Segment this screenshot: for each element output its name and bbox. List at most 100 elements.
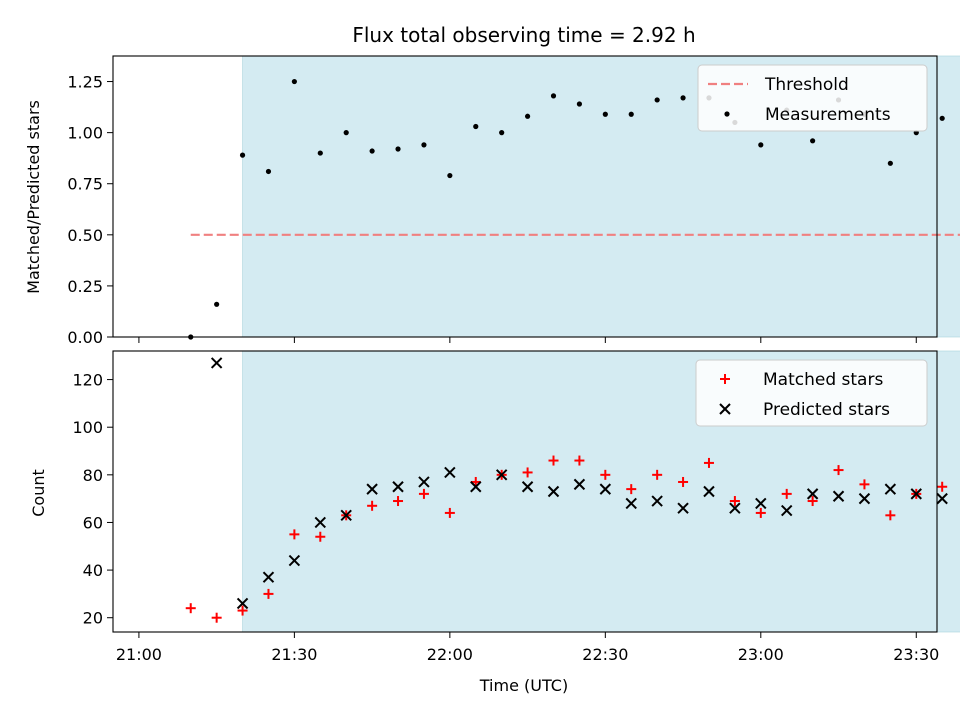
legend-label: Matched stars [763, 370, 883, 390]
time-x-axis-label: Time (UTC) [479, 676, 568, 695]
matched-stars-point [885, 510, 896, 521]
matched-stars-point [263, 588, 274, 599]
matched-stars-point [237, 605, 248, 616]
x-stroke-b [288, 554, 301, 567]
measurement-point [758, 142, 764, 148]
x-stroke-b [625, 497, 637, 510]
x-stroke-b [340, 509, 352, 522]
matched-stars-point [600, 469, 611, 480]
matched-stars-point [315, 531, 326, 542]
matched-stars-point [211, 612, 222, 623]
y-tick-label: 100 [72, 418, 103, 437]
y-tick-label: 80 [83, 466, 103, 485]
measurement-point [343, 130, 349, 136]
predicted-stars-point [340, 509, 352, 522]
matched-stars-point [393, 496, 404, 507]
y-tick-label: 0.00 [67, 328, 103, 347]
x-stroke-b [236, 597, 249, 610]
legend-measurement-swatch [724, 111, 730, 117]
x-stroke-b [547, 485, 560, 498]
predicted-stars-point [521, 481, 534, 493]
x-stroke-b [677, 502, 689, 514]
y-tick-label: 1.00 [67, 124, 103, 143]
measurement-point [887, 160, 893, 166]
matched-stars-point [470, 476, 481, 487]
y-tick-label: 1.25 [67, 73, 103, 92]
predicted-stars-point [755, 497, 767, 510]
legend-label: Threshold [764, 75, 849, 95]
measurement-point [265, 168, 272, 175]
predicted-stars-point [314, 516, 327, 529]
measurement-point [447, 172, 453, 179]
matched-stars-point [703, 457, 714, 468]
measurement-point [499, 130, 505, 136]
measurement-point [680, 95, 686, 101]
measurement-point [576, 101, 583, 107]
ratio-y-axis-label: Matched/Predicted stars [24, 100, 43, 294]
legend-label: Measurements [765, 105, 891, 125]
x-stroke-b [366, 483, 378, 495]
count-y-axis-label: Count [29, 469, 48, 517]
x-stroke-b [314, 516, 327, 529]
matched-stars-point [626, 484, 637, 495]
measurement-point [291, 78, 297, 85]
predicted-stars-point [703, 485, 715, 498]
predicted-stars-point [677, 502, 689, 514]
predicted-stars-point [470, 481, 482, 493]
predicted-stars-point [392, 481, 404, 493]
y-tick-label: 60 [83, 513, 103, 532]
predicted-stars-point [806, 488, 819, 500]
x-tick-label: 21:30 [271, 645, 317, 664]
predicted-stars-point [910, 488, 922, 500]
measurement-point [473, 123, 479, 130]
matched-stars-point [833, 465, 844, 476]
x-stroke-b [210, 357, 223, 369]
predicted-stars-point [832, 490, 845, 502]
measurement-point [550, 93, 557, 99]
predicted-stars-point [262, 571, 275, 583]
predicted-stars-point [884, 483, 897, 495]
x-stroke-b [444, 466, 456, 479]
predicted-stars-point [547, 485, 560, 498]
predicted-stars-point [651, 495, 663, 507]
measurement-point [939, 115, 945, 121]
matched-stars-point [418, 488, 429, 499]
x-stroke-b [729, 502, 741, 514]
predicted-stars-point [210, 357, 223, 369]
predicted-stars-point [858, 492, 871, 505]
x-stroke-b [832, 490, 845, 502]
x-stroke-b [495, 469, 508, 481]
y-tick-label: 0.50 [67, 226, 103, 245]
y-tick-label: 40 [83, 561, 103, 580]
x-stroke-b [521, 481, 534, 493]
y-tick-label: 0.75 [67, 175, 103, 194]
y-tick-label: 20 [83, 609, 103, 628]
x-stroke-b [806, 488, 819, 500]
predicted-stars-point [366, 483, 378, 495]
measurement-point [214, 301, 220, 307]
matched-stars-point [522, 467, 533, 478]
matched-stars-point [367, 500, 378, 511]
predicted-stars-point [573, 478, 586, 491]
x-tick-label: 23:00 [738, 645, 784, 664]
measurement-point [369, 148, 375, 154]
plot-frame [112, 350, 938, 633]
predicted-stars-point [599, 483, 612, 495]
predicted-stars-point [625, 497, 637, 510]
matched-stars-point [859, 479, 870, 490]
legend-label: Predicted stars [763, 400, 890, 420]
matched-stars-point [574, 455, 585, 466]
measurement-point [317, 150, 323, 156]
predicted-stars-point [495, 469, 508, 481]
matched-stars-point [289, 529, 300, 540]
x-stroke-b [599, 483, 612, 495]
matched-stars-point [807, 496, 818, 507]
x-tick-label: 22:30 [582, 645, 628, 664]
matched-stars-point [729, 496, 740, 507]
measurement-point [628, 111, 634, 117]
matched-stars-point [678, 476, 689, 487]
x-tick-label: 23:30 [893, 645, 939, 664]
x-stroke-b [884, 483, 897, 495]
measurement-point [810, 138, 816, 144]
